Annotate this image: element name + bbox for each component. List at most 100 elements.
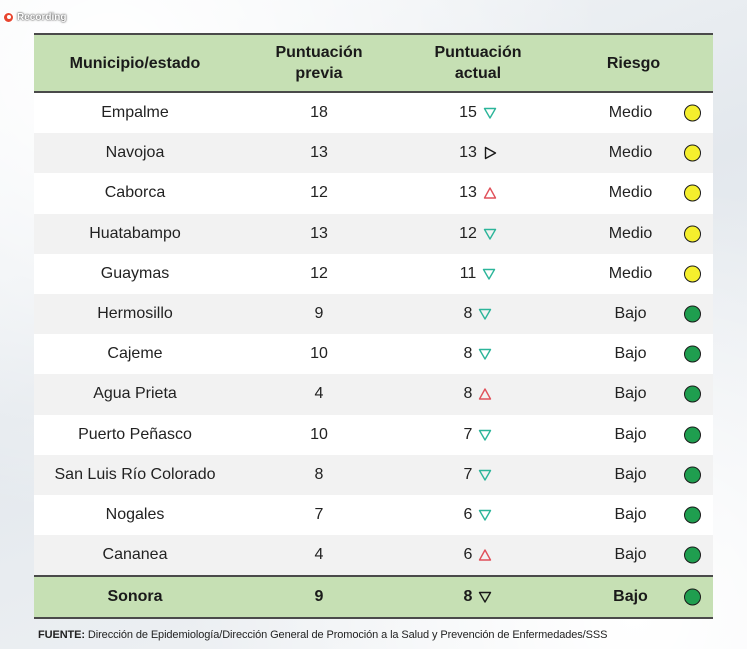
actual-value: 11 [459,264,477,282]
table-row: Empalme 18 15 Medio [34,92,713,134]
cell-municipio: Navojoa [34,133,236,174]
cell-previa: 4 [236,374,402,415]
triangle-right-icon [483,146,497,160]
cell-riesgo: Bajo [554,374,713,415]
header-previa-line1: Puntuación [275,44,363,61]
risk-label: Bajo [614,305,647,323]
risk-label: Bajo [614,345,647,363]
cell-actual: 6 [402,535,554,577]
table-body: Empalme 18 15 Medio Navojoa 13 13 Medio Caborca 1… [34,92,713,577]
source-label: FUENTE: [38,629,85,641]
triangle-down-icon [478,590,492,604]
cell-previa: 7 [236,494,402,536]
table-row: Caborca 12 13 Medio [34,173,713,214]
risk-label: Bajo [614,465,647,483]
triangle-down-icon [478,428,492,442]
triangle-down-icon [478,508,492,522]
table-row: Huatabampo 13 12 Medio [34,213,713,254]
cell-municipio: Empalme [34,92,236,134]
cell-actual: 8 [402,334,554,375]
triangle-up-icon [483,186,497,200]
table-row: Cajeme 10 8 Bajo [34,334,713,375]
table-row: Agua Prieta 4 8 Bajo [34,374,713,415]
table-row: San Luis Río Colorado 8 7 Bajo [34,454,713,495]
cell-municipio: Cananea [34,535,236,577]
header-previa: Puntuación previa [236,33,402,93]
risk-label: Bajo [614,546,647,564]
total-row: Sonora 9 8 Bajo [34,575,713,620]
cell-municipio: Cajeme [34,334,236,375]
triangle-down-icon [478,468,492,482]
recording-indicator: Recording [3,10,66,24]
cell-municipio: Sonora [34,575,236,620]
cell-riesgo: Bajo [554,334,713,375]
header-municipio: Municipio/estado [34,33,236,93]
cell-previa: 18 [236,92,402,134]
cell-actual: 11 [402,253,554,294]
cell-actual: 13 [402,173,554,214]
risk-label: Bajo [614,425,647,443]
cell-municipio: Guaymas [34,253,236,294]
cell-riesgo: Medio [554,173,713,214]
triangle-up-icon [478,387,492,401]
source-note: FUENTE: Dirección de Epidemiología/Direc… [38,629,607,641]
cell-riesgo: Medio [554,253,713,294]
risk-table: Municipio/estado Puntuación previa Puntu… [34,33,713,620]
cell-riesgo: Medio [554,133,713,174]
risk-bajo-circle-icon [684,466,701,484]
actual-value: 6 [463,505,473,523]
table-row: Guaymas 12 11 Medio [34,253,713,294]
header-riesgo: Riesgo [554,33,713,93]
actual-value: 6 [463,546,473,564]
triangle-down-icon [478,347,492,361]
cell-actual: 8 [402,293,554,335]
actual-value: 8 [463,588,473,606]
cell-actual: 7 [402,454,554,495]
cell-previa: 9 [236,293,402,335]
cell-actual: 8 [402,374,554,415]
cell-actual: 6 [402,494,554,536]
risk-label: Medio [608,104,653,122]
actual-value: 8 [463,385,473,403]
cell-previa: 10 [236,334,402,375]
cell-riesgo: Bajo [554,535,713,577]
actual-value: 15 [459,104,477,122]
cell-municipio: Agua Prieta [34,374,236,415]
triangle-down-icon [483,106,497,120]
risk-label: Medio [608,144,653,162]
cell-previa: 12 [236,253,402,294]
cell-municipio: Nogales [34,494,236,536]
cell-actual: 15 [402,92,554,134]
actual-value: 7 [463,465,473,483]
actual-value: 7 [463,425,473,443]
triangle-down-icon [482,267,496,281]
risk-bajo-circle-icon [684,506,701,524]
actual-value: 12 [459,224,477,242]
risk-medio-circle-icon [684,104,701,122]
risk-medio-circle-icon [684,265,701,283]
cell-riesgo: Medio [554,92,713,134]
risk-label: Bajo [613,588,648,606]
cell-riesgo: Bajo [554,454,713,495]
table-row: Nogales 7 6 Bajo [34,494,713,536]
cell-municipio: Puerto Peñasco [34,414,236,455]
cell-riesgo: Medio [554,213,713,254]
risk-bajo-circle-icon [684,588,701,606]
table-header-row: Municipio/estado Puntuación previa Puntu… [34,33,713,93]
triangle-down-icon [478,307,492,321]
cell-previa: 9 [236,575,402,620]
table-row: Cananea 4 6 Bajo [34,535,713,577]
cell-previa: 8 [236,454,402,495]
actual-value: 13 [459,184,477,202]
cell-riesgo: Bajo [554,293,713,335]
cell-previa: 10 [236,414,402,455]
risk-label: Bajo [614,505,647,523]
risk-medio-circle-icon [684,144,701,162]
cell-previa: 13 [236,133,402,174]
risk-label: Bajo [614,385,647,403]
triangle-down-icon [483,227,497,241]
table-row: Puerto Peñasco 10 7 Bajo [34,414,713,455]
recording-dot-icon [3,11,14,23]
table-row: Hermosillo 9 8 Bajo [34,293,713,335]
risk-bajo-circle-icon [684,426,701,444]
